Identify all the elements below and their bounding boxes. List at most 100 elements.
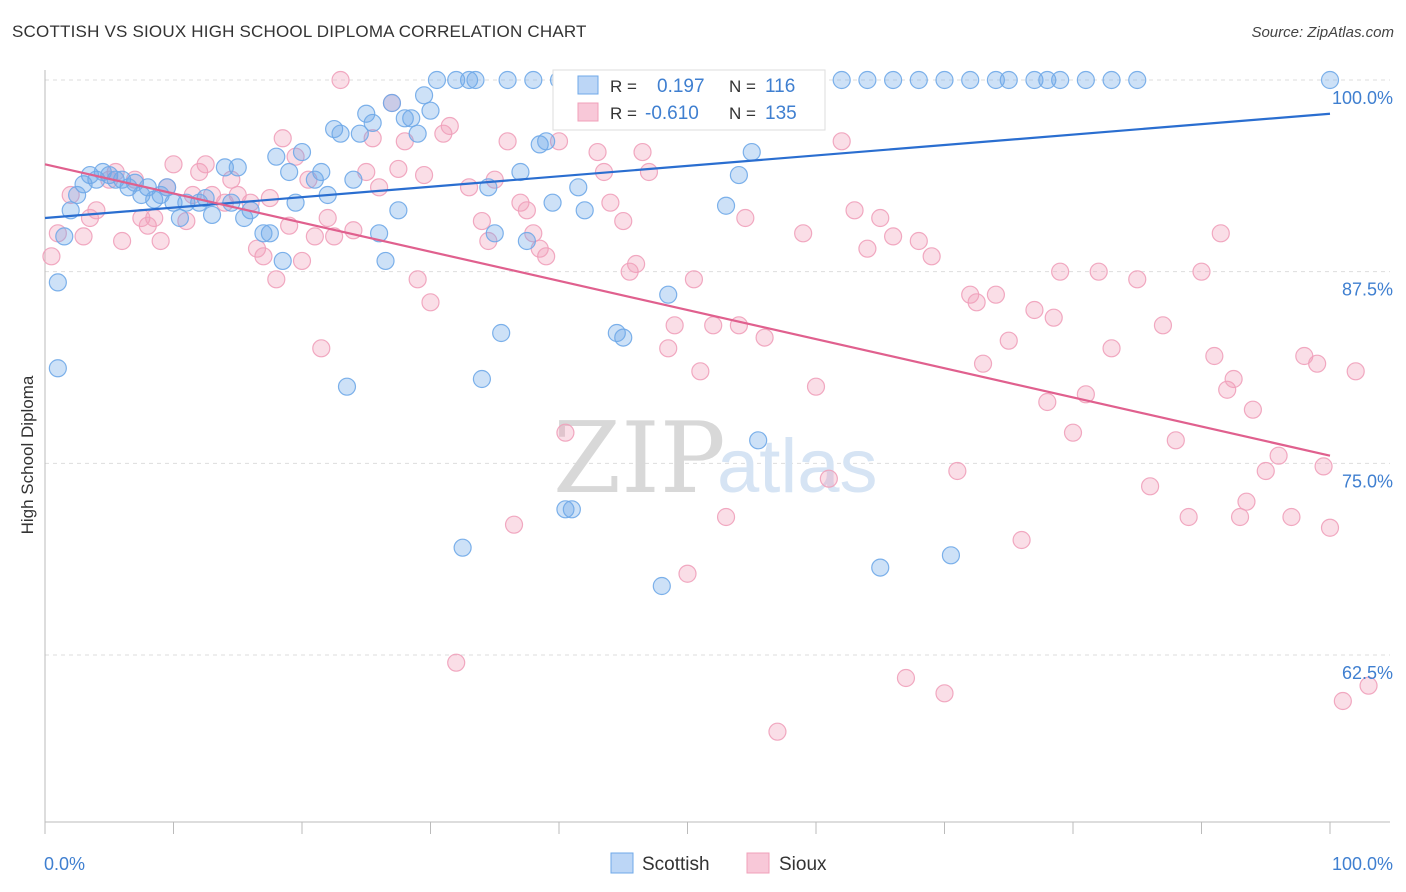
sioux-point <box>286 147 305 166</box>
sioux-point <box>312 339 331 358</box>
sioux-point <box>736 208 755 228</box>
sioux-point <box>935 684 954 703</box>
legend-swatch-scottish <box>610 852 634 874</box>
sioux-point <box>1051 262 1070 281</box>
sioux-point <box>832 132 851 151</box>
scottish-point <box>325 119 344 139</box>
scottish-point <box>883 70 903 90</box>
x-tick-label: 100.0% <box>1332 854 1393 874</box>
scottish-point <box>498 70 517 90</box>
sioux-point <box>370 178 389 197</box>
scottish-point <box>1102 70 1121 90</box>
scottish-point <box>941 546 961 565</box>
x-tick-label: 0.0% <box>44 854 85 874</box>
sioux-point <box>1089 262 1108 281</box>
scottish-point <box>575 201 594 220</box>
scottish-point <box>832 70 851 90</box>
sioux-point <box>922 247 941 266</box>
scottish-point <box>312 162 331 182</box>
scottish-point <box>292 142 312 162</box>
sioux-point <box>267 270 286 289</box>
stats-legend-n-scottish: 116 <box>765 76 795 97</box>
scottish-point <box>716 196 736 215</box>
sioux-point <box>1128 270 1147 289</box>
scottish-point <box>202 205 222 225</box>
scottish-point <box>331 124 350 143</box>
scottish-point <box>537 132 556 151</box>
scottish-point <box>749 431 768 450</box>
y-tick-label: 75.0% <box>1342 471 1393 491</box>
scottish-point <box>215 158 234 177</box>
sioux-point <box>389 159 408 179</box>
scottish-point <box>421 101 440 120</box>
sioux-point <box>755 328 774 347</box>
scottish-point <box>659 285 678 304</box>
sioux-point <box>1269 446 1288 465</box>
sioux-point <box>1218 380 1237 399</box>
scottish-point <box>562 500 581 519</box>
sioux-point <box>1282 507 1301 527</box>
scottish-point <box>357 104 376 123</box>
sioux-point <box>1012 530 1031 550</box>
sioux-point <box>665 316 684 335</box>
sioux-point <box>1359 676 1378 695</box>
sioux-point <box>1314 457 1333 476</box>
tick-labels: 62.5% 75.0% 87.5% 100.0% 0.0% 100.0% <box>44 88 1393 874</box>
sioux-point <box>1346 362 1365 381</box>
scottish-point <box>652 576 671 596</box>
sioux-point <box>871 208 890 228</box>
scottish-point <box>729 165 749 185</box>
sioux-point <box>1140 477 1160 496</box>
scottish-point <box>858 70 877 90</box>
y-tick-label: 100.0% <box>1332 88 1393 108</box>
scottish-point <box>614 328 633 347</box>
scottish-point <box>961 70 980 90</box>
sioux-point <box>639 162 659 182</box>
scottish-point <box>1025 70 1044 90</box>
trend-lines <box>44 112 1331 457</box>
sioux-point <box>537 247 556 266</box>
sioux-point <box>691 362 710 381</box>
scottish-point <box>485 224 504 243</box>
sioux-point <box>704 316 723 335</box>
legend-swatch-sioux <box>746 852 770 874</box>
sioux-point <box>164 155 183 174</box>
stats-legend-n-label: N = <box>729 104 756 123</box>
sioux-point <box>999 331 1018 350</box>
scottish-point <box>370 224 389 243</box>
sioux-point <box>896 668 916 688</box>
scottish-point <box>382 93 402 113</box>
y-tick-label: 87.5% <box>1342 280 1393 300</box>
chart-title: SCOTTISH VS SIOUX HIGH SCHOOL DIPLOMA CO… <box>12 22 587 41</box>
stats-legend-n-label: N = <box>729 77 756 96</box>
sioux-point <box>440 116 459 136</box>
sioux-point <box>260 188 279 208</box>
scottish-point <box>48 359 67 378</box>
sioux-point <box>42 247 61 266</box>
scottish-point <box>466 70 485 90</box>
stats-legend-n-sioux: 135 <box>765 103 797 124</box>
sioux-point <box>883 227 903 246</box>
scottish-point <box>909 70 928 90</box>
scottish-point <box>524 70 543 90</box>
sioux-point <box>716 507 736 527</box>
scottish-point <box>1038 70 1057 90</box>
sioux-point <box>1333 691 1352 711</box>
scottish-point <box>408 124 427 143</box>
scottish-point <box>350 124 369 143</box>
sioux-point <box>517 201 536 220</box>
sioux-point <box>1038 392 1057 412</box>
sioux-point <box>498 132 517 151</box>
y-tick-label: 62.5% <box>1342 663 1393 683</box>
sioux-point <box>588 142 607 162</box>
scottish-point <box>1076 70 1095 90</box>
sioux-point <box>1192 262 1211 281</box>
sioux-point <box>845 201 864 220</box>
sioux-point <box>325 227 344 246</box>
scottish-point <box>427 70 447 90</box>
sioux-point <box>1256 461 1275 481</box>
watermark-atlas: atlas <box>717 424 878 509</box>
sioux-point <box>1211 224 1230 243</box>
sioux-point <box>61 185 80 205</box>
